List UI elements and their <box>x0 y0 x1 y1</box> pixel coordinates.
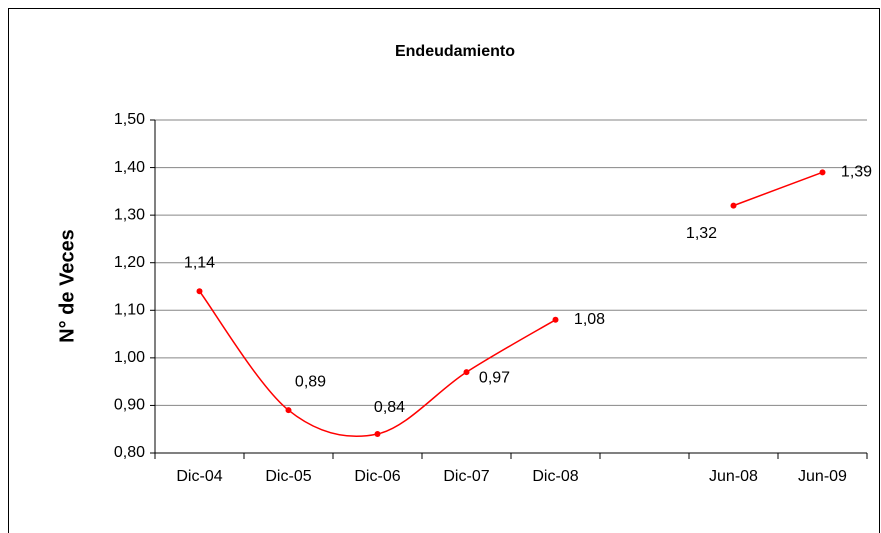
x-tick-label: Jun-08 <box>709 468 758 485</box>
data-point <box>196 288 203 295</box>
data-point <box>285 407 292 414</box>
data-label: 1,14 <box>184 254 215 271</box>
data-point <box>463 369 470 376</box>
x-tick-label: Dic-06 <box>354 468 400 485</box>
y-tick-label: 1,30 <box>114 206 145 223</box>
x-tick-label: Dic-04 <box>176 468 222 485</box>
data-label: 0,97 <box>479 369 510 386</box>
y-axis-title: N° de Veces <box>56 229 78 343</box>
y-tick-label: 1,20 <box>114 254 145 271</box>
data-label: 1,08 <box>574 311 605 328</box>
chart-border <box>8 8 880 533</box>
series-line <box>733 171 823 207</box>
data-label: 1,32 <box>686 225 717 242</box>
data-point <box>374 430 381 437</box>
x-tick-label: Dic-07 <box>443 468 489 485</box>
chart-title: Endeudamiento <box>395 43 515 60</box>
y-tick-label: 1,40 <box>114 159 145 176</box>
y-tick-label: 0,80 <box>114 444 145 461</box>
x-tick-label: Dic-05 <box>265 468 311 485</box>
data-point <box>819 169 826 176</box>
data-label: 0,89 <box>295 373 326 390</box>
data-label: 0,84 <box>374 399 405 416</box>
x-tick-label: Dic-08 <box>532 468 578 485</box>
y-tick-label: 1,10 <box>114 302 145 319</box>
data-point <box>730 202 737 209</box>
data-label: 1,39 <box>841 164 872 181</box>
y-tick-label: 1,00 <box>114 349 145 366</box>
data-point <box>552 316 559 323</box>
y-tick-label: 0,90 <box>114 397 145 414</box>
x-tick-label: Jun-09 <box>798 468 847 485</box>
y-tick-label: 1,50 <box>114 111 145 128</box>
